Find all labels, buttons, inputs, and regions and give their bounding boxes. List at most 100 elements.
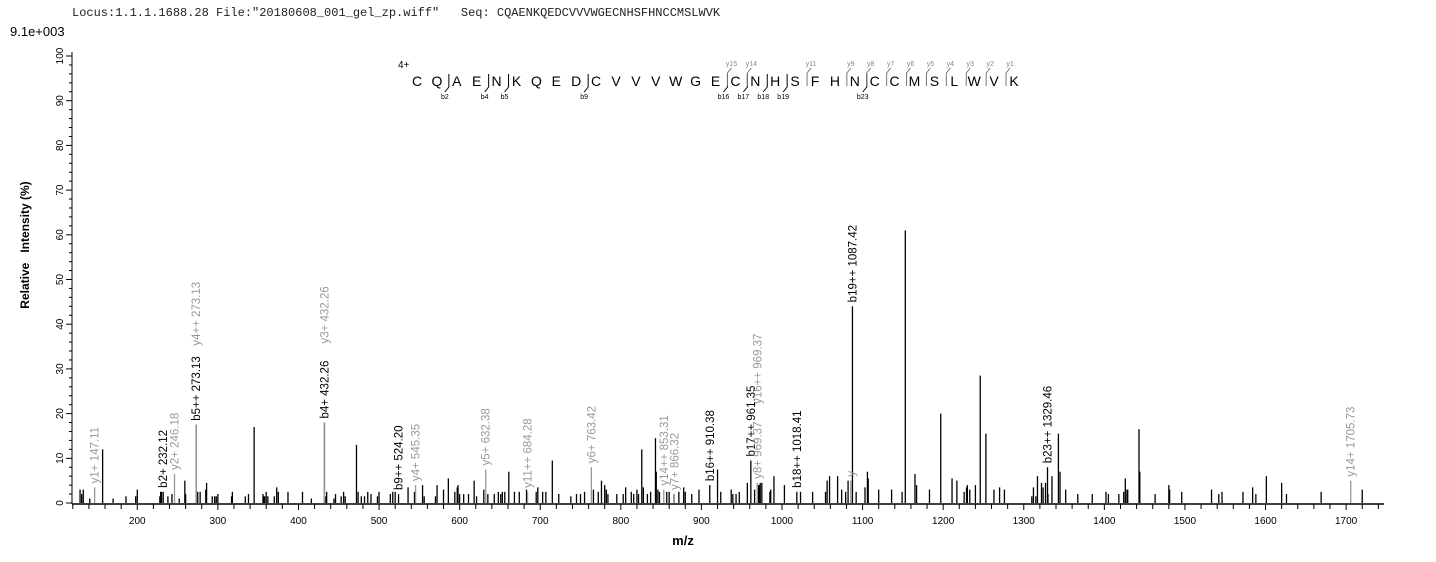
x-tick-label: 1200 (932, 516, 955, 527)
y-ion-label: y1 (1006, 61, 1014, 68)
residue: Q (431, 73, 442, 89)
x-tick-label: 200 (129, 516, 146, 527)
peak-label: y6+ 763.42 (586, 406, 598, 463)
peak-label: y5+ 632.38 (481, 408, 493, 465)
charge-state: 4+ (398, 60, 410, 71)
residue: V (611, 73, 621, 89)
y-ion-label: y2 (986, 61, 994, 68)
peak-label: b4+ 432.26 (319, 361, 331, 419)
peak-label: b17++ 961.35 (746, 386, 758, 457)
y-ion-label: y5 (927, 61, 935, 68)
b-ion-label: b9 (580, 94, 588, 101)
y-tick-label: 20 (55, 408, 66, 420)
y-ion-marker (945, 67, 951, 86)
b-ion-label: b19 (777, 94, 789, 101)
y-ion-label: y8 (867, 61, 875, 68)
x-tick-label: 1600 (1254, 516, 1277, 527)
x-tick-label: 1500 (1174, 516, 1197, 527)
y-ion-marker (746, 67, 752, 86)
residue: S (790, 73, 799, 89)
peak-label: b2+ 232.12 (158, 430, 170, 488)
x-axis-label: m/z (672, 533, 694, 548)
peak-label: y4++ 273.13 (191, 282, 203, 346)
b-ion-marker (444, 74, 450, 93)
y-ion-marker (846, 67, 852, 86)
residue: K (1009, 73, 1019, 89)
peak-labels: y1+ 147.11 b2+ 232.12 y2+ 246.18 b5++ 273.1… (90, 225, 1358, 490)
residue: V (651, 73, 661, 89)
b-ion-marker (742, 74, 748, 93)
axes: 200 300 400 500 600 700 800 900 1000 1100 1200 1300… (55, 47, 1384, 527)
peak-label: b16++ 910.38 (705, 410, 717, 481)
y-ion-label: y9 (847, 61, 855, 68)
y-tick-label: 80 (55, 139, 66, 151)
y-ion-marker (906, 67, 911, 86)
residue: C (412, 73, 422, 89)
x-tick-label: 700 (532, 516, 549, 527)
x-tick-label: 1100 (852, 516, 874, 527)
residue: C (870, 73, 880, 89)
peak-label: y11++ 684.28 (523, 418, 535, 488)
b-ion-label: b18 (757, 94, 769, 101)
peak-label: b18++ 1018.41 (792, 410, 804, 487)
b-ion-label: b2 (441, 94, 449, 101)
x-tick-label: 800 (612, 516, 629, 527)
y-ion-marker (866, 67, 872, 86)
x-tick-label: 1000 (771, 516, 794, 527)
x-tick-label: 1700 (1335, 516, 1358, 527)
y-ion-marker (806, 67, 812, 86)
residue: F (811, 73, 820, 89)
residue: N (750, 73, 760, 89)
y-ion-marker (726, 67, 732, 86)
peak-label: y1+ 147.11 (90, 427, 102, 483)
residue: A (452, 73, 462, 89)
y-ion-marker (965, 67, 971, 86)
residue: M (909, 73, 921, 89)
y-ion-label: y15 (726, 61, 737, 68)
residue: H (830, 73, 840, 89)
residue: C (890, 73, 900, 89)
residue: V (989, 73, 999, 89)
peak-label: y14+ 1705.73 (1346, 407, 1358, 477)
residue: W (669, 73, 683, 89)
b-ion-marker (484, 74, 490, 93)
y-ion-label: y6 (907, 61, 915, 68)
y-ion-marker (886, 67, 892, 86)
residue: H (770, 73, 780, 89)
residue: D (571, 73, 581, 89)
y-tick-label: 70 (55, 184, 66, 196)
y-tick-label: 60 (55, 229, 66, 241)
intensity-scale-label: 9.1e+003 (10, 24, 65, 39)
peak-label: y8+ 969.37 (752, 422, 764, 479)
residue: C (730, 73, 740, 89)
y-ion-label: y11 (806, 61, 817, 68)
residue: N (492, 73, 502, 89)
peak-label: y2+ 246.18 (169, 413, 181, 470)
spectrum-header: Locus:1.1.1.1688.28 File:"20180608_001_g… (72, 6, 721, 20)
x-tick-label: 1400 (1093, 516, 1116, 527)
residue: Q (531, 73, 542, 89)
y-tick-label: 100 (55, 47, 66, 64)
b-ion-marker (504, 74, 510, 93)
sequence-map: 4+C Q A E N K Q E D C V V V W G E C N H S F H N C C M S L W V Kb2 b4 b5 b… (398, 60, 1019, 101)
b-ion-label: b17 (738, 94, 750, 101)
peak-label: y3+ 432.26 (319, 286, 331, 343)
b-ion-marker (862, 74, 868, 93)
b-ion-label: b16 (718, 94, 730, 101)
y-ion-label: y14 (746, 61, 757, 68)
peak-label: y (846, 471, 858, 477)
residue: V (631, 73, 641, 89)
y-tick-label: 40 (55, 318, 66, 330)
y-ion-label: y3 (967, 61, 975, 68)
b-ion-label: b5 (501, 94, 509, 101)
residue: C (591, 73, 601, 89)
peak-label: y16++ 969.37 (752, 334, 764, 404)
y-ion-marker (1005, 67, 1011, 86)
y-tick-label: 10 (55, 452, 66, 464)
residue: G (690, 73, 701, 89)
residue: E (711, 73, 720, 89)
y-tick-label: 30 (55, 363, 66, 375)
b-ion-marker (762, 74, 768, 93)
residue: S (930, 73, 939, 89)
b-ion-marker (723, 74, 728, 93)
